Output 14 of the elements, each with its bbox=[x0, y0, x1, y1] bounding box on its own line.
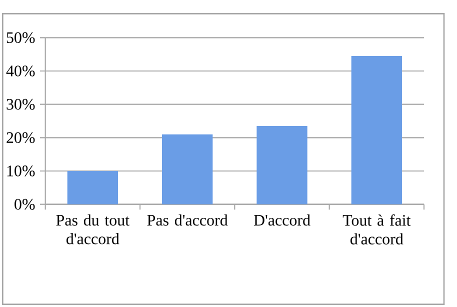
y-tick-label: 0% bbox=[14, 198, 35, 210]
bar bbox=[67, 170, 118, 204]
bar bbox=[351, 56, 402, 204]
x-tick-label: Tout à fait d'accord bbox=[342, 214, 411, 244]
x-tick-label: Pas d'accord bbox=[147, 214, 228, 226]
y-tick-label: 40% bbox=[6, 66, 35, 76]
y-tick-label: 30% bbox=[6, 98, 35, 110]
y-tick-label: 20% bbox=[6, 132, 35, 144]
x-tick-label: Pas du tout d'accord bbox=[56, 214, 130, 244]
bar bbox=[256, 126, 308, 204]
bar bbox=[162, 134, 213, 204]
y-tick-label: 10% bbox=[7, 166, 35, 176]
y-tick-label: 50% bbox=[6, 32, 35, 44]
x-tick-label: D'accord bbox=[254, 214, 310, 226]
